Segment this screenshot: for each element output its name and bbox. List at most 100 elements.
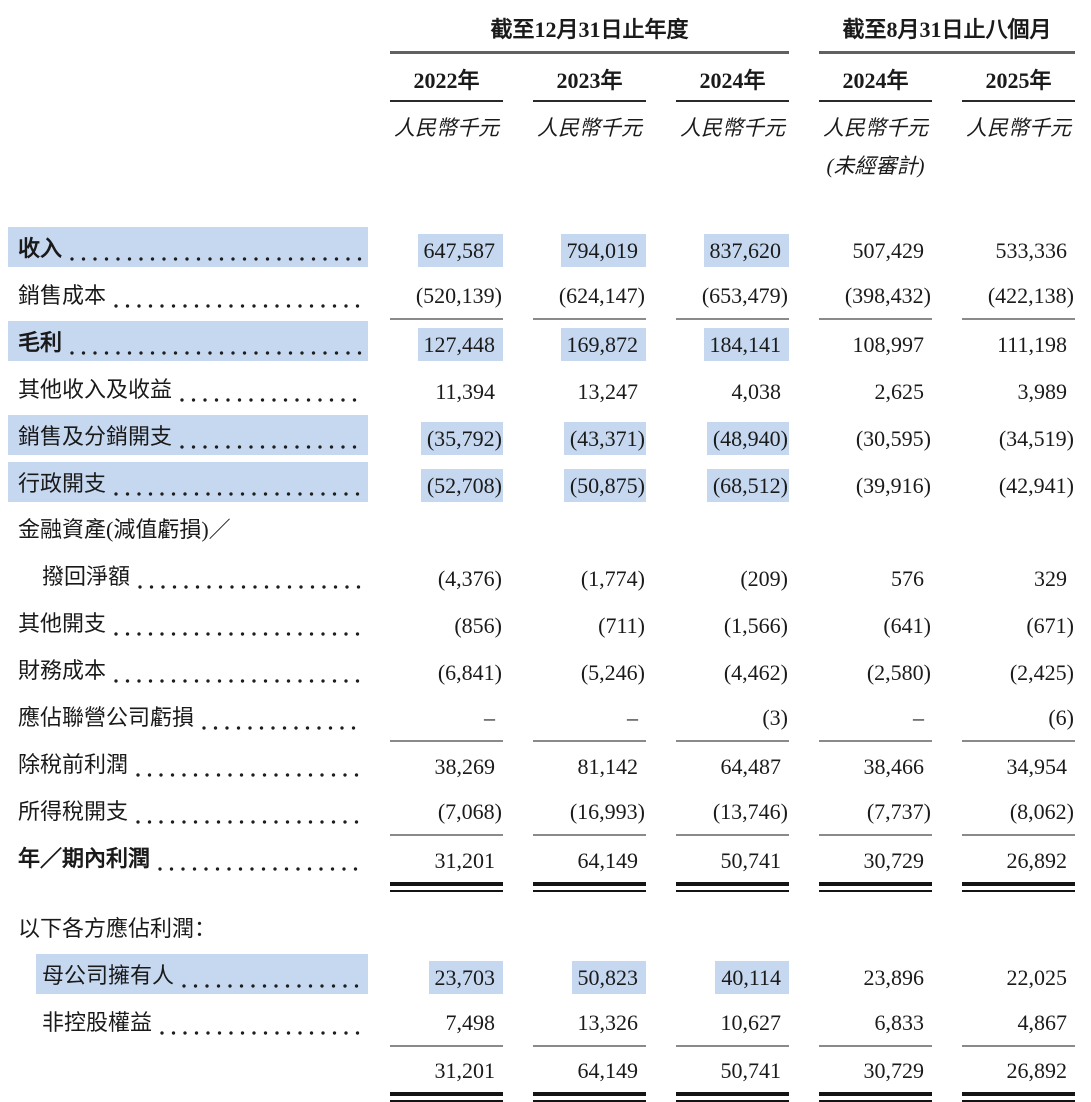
value-cell: 40,114 xyxy=(676,961,789,1000)
table-header: 截至12月31日止年度 截至8月31日止八個月 2022年 2023年 2024… xyxy=(8,12,1083,180)
value: (520,139) xyxy=(415,283,502,308)
dot-leader xyxy=(111,295,362,310)
column-unit-row: 人民幣千元 人民幣千元 人民幣千元 人民幣千元 人民幣千元 xyxy=(8,102,1083,148)
row-label: 行政開支 xyxy=(18,471,107,496)
value-cell: (671) xyxy=(962,609,1075,648)
dot-leader xyxy=(67,248,362,263)
value: 647,587 xyxy=(417,234,503,267)
row-label-cell: 母公司擁有人 xyxy=(8,954,390,1000)
value: (39,916) xyxy=(855,473,931,498)
value-cell: 38,269 xyxy=(390,750,503,789)
year-label: 2024年 xyxy=(699,68,766,93)
column-header-2025: 2025年 xyxy=(962,63,1075,102)
value: 576 xyxy=(891,566,924,591)
double-rule xyxy=(962,1092,1075,1102)
double-rule xyxy=(819,1092,932,1102)
value-cell: (6) xyxy=(962,701,1075,742)
value: 64,487 xyxy=(720,754,782,779)
value-cell: 329 xyxy=(962,562,1075,601)
row-label: 應佔聯營公司虧損 xyxy=(18,705,195,730)
table-row: 銷售及分銷開支 (35,792) (43,371) (48,940) (30,595) (… xyxy=(8,414,1083,461)
value-cell: (422,138) xyxy=(962,279,1075,320)
row-label-wrap: 收入 xyxy=(8,227,368,267)
row-label: 以下各方應佔利潤： xyxy=(18,916,217,941)
value: 64,149 xyxy=(577,848,639,873)
row-label: 撥回淨額 xyxy=(42,564,131,589)
row-label-cell: 財務成本 xyxy=(8,649,390,695)
table-row: 母公司擁有人 23,703 50,823 40,114 23,896 22,025 xyxy=(8,953,1083,1000)
value: (43,371) xyxy=(563,422,646,455)
value-cell: (7,068) xyxy=(390,795,503,836)
value: 533,336 xyxy=(995,238,1068,263)
value: (50,875) xyxy=(563,469,646,502)
column-header-2024: 2024年 xyxy=(676,63,789,102)
value-cell: (50,875) xyxy=(533,469,646,508)
row-label-wrap: 毛利 xyxy=(8,321,368,361)
value-cell: (8,062) xyxy=(962,795,1075,836)
column-header-2023: 2023年 xyxy=(533,63,646,102)
value-cell: 26,892 xyxy=(962,1054,1075,1102)
row-label: 收入 xyxy=(18,236,63,261)
row-label-cell: 金融資產(減值虧損)／ xyxy=(8,508,390,554)
value-cell: 50,823 xyxy=(533,961,646,1000)
row-label: 其他收入及收益 xyxy=(18,377,173,402)
row-label-wrap: 以下各方應佔利潤： xyxy=(8,907,368,947)
row-label-wrap: 銷售成本 xyxy=(8,274,368,314)
value-cell: (43,371) xyxy=(533,422,646,461)
value-cell: 10,627 xyxy=(676,1006,789,1047)
value-cell: (1,566) xyxy=(676,609,789,648)
year-label: 2025年 xyxy=(985,68,1052,93)
table-row: 年／期內利潤 31,201 64,149 50,741 30,729 26,892 xyxy=(8,836,1083,892)
row-label-wrap: 撥回淨額 xyxy=(36,555,368,595)
value: (5,246) xyxy=(580,660,645,685)
value-cell: (7,737) xyxy=(819,795,932,836)
value-cell: – xyxy=(819,701,932,742)
row-label-cell: 非控股權益 xyxy=(8,1001,390,1047)
value-cell: (398,432) xyxy=(819,279,932,320)
value: (2,580) xyxy=(866,660,931,685)
double-rule xyxy=(962,882,1075,892)
column-group-interim: 截至8月31日止八個月 xyxy=(819,12,1075,54)
value-cell: 31,201 xyxy=(390,844,503,892)
unit-cell: 人民幣千元 xyxy=(533,112,646,148)
table-row: 行政開支 (52,708) (50,875) (68,512) (39,916) (42,… xyxy=(8,461,1083,508)
row-label: 母公司擁有人 xyxy=(42,963,175,988)
income-statement-page: 截至12月31日止年度 截至8月31日止八個月 2022年 2023年 2024… xyxy=(8,12,1083,1102)
value: 50,823 xyxy=(571,961,646,994)
value-cell: (2,580) xyxy=(819,656,932,695)
value-cell: 30,729 xyxy=(819,1054,932,1102)
value: 38,269 xyxy=(434,754,496,779)
unit-label: 人民幣千元 xyxy=(537,116,642,140)
value: (4,376) xyxy=(437,566,502,591)
value: (34,519) xyxy=(998,426,1074,451)
value-cell: 38,466 xyxy=(819,750,932,789)
header-spacer xyxy=(8,96,390,102)
value-cell: 184,141 xyxy=(676,328,789,367)
dot-leader xyxy=(177,436,362,451)
value-cell: (856) xyxy=(390,609,503,648)
value: (711) xyxy=(598,613,645,638)
value-cell: (3) xyxy=(676,701,789,742)
value-cell: 111,198 xyxy=(962,328,1075,367)
value: (16,993) xyxy=(569,799,645,824)
row-label-cell: 除稅前利潤 xyxy=(8,743,390,789)
value: (856) xyxy=(454,613,502,638)
row-label-wrap: 非控股權益 xyxy=(36,1001,368,1041)
value-cell: 3,989 xyxy=(962,375,1075,414)
row-label-cell: 行政開支 xyxy=(8,462,390,508)
header-spacer xyxy=(8,48,390,54)
row-label-cell: 毛利 xyxy=(8,321,390,367)
dot-leader xyxy=(179,975,362,990)
row-label-wrap: 所得稅開支 xyxy=(8,790,368,830)
value: 184,141 xyxy=(703,328,789,361)
value-cell: 22,025 xyxy=(962,961,1075,1000)
value-cell: 647,587 xyxy=(390,234,503,273)
value: (7,068) xyxy=(437,799,502,824)
value: (8,062) xyxy=(1009,799,1074,824)
double-rule xyxy=(676,882,789,892)
value: (624,147) xyxy=(558,283,645,308)
row-label-cell: 撥回淨額 xyxy=(8,555,390,601)
row-label-cell: 銷售成本 xyxy=(8,274,390,320)
value: 3,989 xyxy=(1017,379,1068,404)
value: (641) xyxy=(883,613,931,638)
